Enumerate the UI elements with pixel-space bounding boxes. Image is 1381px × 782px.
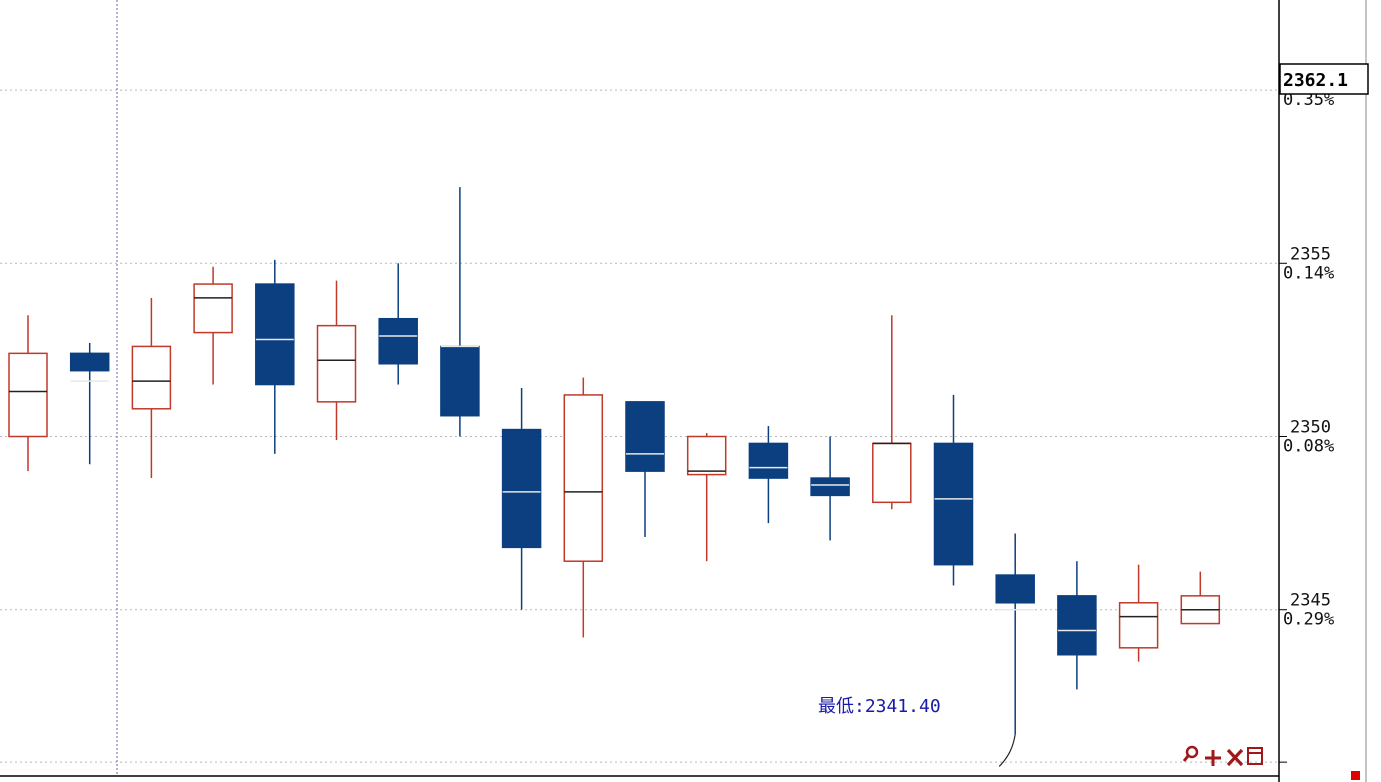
candle: [193, 266, 233, 385]
candle-body: [625, 401, 665, 472]
candle: [1057, 561, 1097, 690]
y-tick-percent: 0.08%: [1283, 437, 1334, 457]
candle: [625, 401, 665, 537]
y-tick-percent: 0.14%: [1283, 263, 1334, 283]
candle: [872, 315, 912, 510]
y-tick-label: 2350: [1290, 418, 1331, 438]
chart-toolbar: [1182, 745, 1263, 767]
candles: [8, 187, 1221, 735]
low-leader-line: [998, 734, 1016, 767]
y-tick-percent: 0.35%: [1283, 90, 1334, 110]
current-price-tag: 2362.1: [1279, 63, 1369, 95]
candle: [69, 342, 110, 465]
candle-body: [563, 394, 604, 562]
candle-body: [1057, 595, 1097, 656]
candle: [8, 315, 48, 472]
candle: [1180, 571, 1221, 625]
candle-body: [933, 442, 974, 566]
candle-body: [131, 345, 172, 410]
close-icon[interactable]: [1226, 748, 1244, 767]
candle-body: [501, 428, 542, 549]
candle-body: [378, 317, 418, 365]
candle: [255, 259, 295, 454]
candle: [748, 426, 789, 524]
candle: [810, 436, 850, 541]
candle-body: [193, 283, 233, 334]
candle-body: [686, 435, 727, 476]
candle-body: [69, 352, 110, 372]
status-marker: [1351, 771, 1360, 780]
y-tick-percent: 0.29%: [1283, 610, 1334, 630]
candle-body: [255, 283, 295, 386]
candle: [1118, 564, 1159, 662]
current-price-label: 2362.1: [1283, 70, 1348, 91]
candle-body: [872, 442, 912, 504]
low-annotation: 最低:2341.40: [818, 696, 1016, 767]
candle: [563, 377, 604, 638]
restore-icon[interactable]: [1247, 747, 1263, 765]
candle: [501, 388, 542, 610]
candle-body: [440, 345, 480, 417]
low-price-label: 最低:2341.40: [818, 696, 941, 717]
candle: [316, 280, 357, 440]
candle-body: [316, 324, 357, 403]
plus-icon[interactable]: [1205, 750, 1221, 766]
candle-body: [8, 352, 48, 438]
current-price-box: [1279, 63, 1369, 95]
candle-body: [748, 442, 789, 479]
candle: [440, 187, 480, 437]
zoom-icon[interactable]: [1182, 745, 1199, 762]
candle: [995, 533, 1035, 735]
candle: [933, 394, 974, 586]
candle-body: [810, 477, 850, 497]
candle-body: [995, 574, 1035, 604]
candle: [131, 297, 172, 479]
y-tick-label: 2345: [1290, 591, 1331, 611]
y-tick-label: 2355: [1290, 244, 1331, 264]
candle-body: [1118, 602, 1159, 649]
candle: [378, 263, 418, 385]
candle: [686, 433, 727, 562]
